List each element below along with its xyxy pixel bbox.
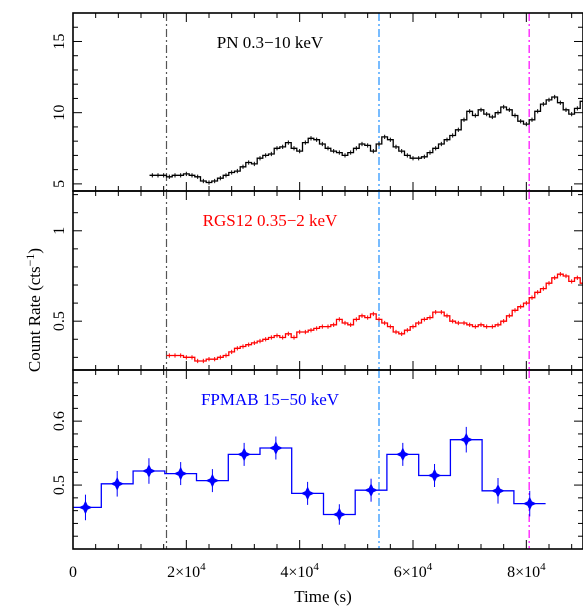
data-point bbox=[427, 468, 442, 483]
panel-label: PN 0.3−10 keV bbox=[217, 33, 324, 52]
data-point bbox=[364, 483, 379, 498]
x-tick-label-base: 0 bbox=[69, 564, 77, 581]
data-point bbox=[491, 483, 505, 498]
y-axis-title: Count Rate (cts−1) bbox=[23, 248, 44, 372]
y-tick-label: 0.5 bbox=[51, 311, 68, 331]
x-tick-label: 6×104 bbox=[394, 561, 433, 581]
y-axis-title-close: ) bbox=[25, 248, 44, 254]
x-tick-label-exp: 4 bbox=[540, 561, 546, 573]
panel-frame bbox=[72, 369, 583, 550]
panel-3: 0.5 0.6 FPMAB 15−50 keV bbox=[51, 369, 583, 550]
data-point bbox=[173, 466, 188, 481]
x-tick-label: 2×104 bbox=[167, 561, 206, 581]
panel-2: 0.5 1 RGS12 0.35−2 keV bbox=[51, 190, 583, 371]
x-axis: 0 2×104 4×104 6×104 8×104 bbox=[69, 561, 546, 581]
x-tick-label-base: 2×10 bbox=[167, 564, 200, 581]
x-tick-label: 8×104 bbox=[507, 561, 546, 581]
y-tick-label: 15 bbox=[51, 33, 68, 49]
y-tick-label: 0.5 bbox=[51, 475, 68, 495]
y-axis-title-main: Count Rate (cts bbox=[25, 266, 44, 372]
data-point bbox=[300, 486, 315, 501]
data-point bbox=[395, 447, 410, 462]
x-axis-title: Time (s) bbox=[294, 587, 351, 606]
series-3 bbox=[73, 426, 546, 525]
x-tick-label-base: 4×10 bbox=[280, 564, 313, 581]
panel-label: FPMAB 15−50 keV bbox=[201, 390, 340, 409]
panel-frame bbox=[72, 12, 583, 192]
y-tick-label: 10 bbox=[51, 105, 68, 121]
x-tick-label-exp: 4 bbox=[427, 561, 433, 573]
data-point bbox=[522, 496, 537, 511]
x-tick-label-base: 8×10 bbox=[507, 564, 540, 581]
data-point bbox=[205, 473, 220, 488]
data-point bbox=[332, 507, 347, 522]
series-2 bbox=[166, 272, 583, 364]
y-tick-label: 5 bbox=[51, 180, 68, 188]
data-point bbox=[459, 432, 474, 447]
series-step-line bbox=[149, 96, 583, 184]
data-point bbox=[78, 500, 93, 515]
y-tick-label: 0.6 bbox=[51, 411, 68, 431]
panel-label: RGS12 0.35−2 keV bbox=[203, 211, 338, 230]
data-point bbox=[141, 464, 156, 479]
data-point bbox=[268, 440, 283, 455]
data-point bbox=[237, 447, 252, 462]
x-tick-label-exp: 4 bbox=[200, 561, 206, 573]
series-step-line bbox=[166, 273, 583, 362]
series-1 bbox=[149, 94, 583, 185]
x-tick-label: 0 bbox=[69, 564, 77, 581]
y-axis-title-sup: −1 bbox=[23, 254, 37, 267]
x-tick-label-exp: 4 bbox=[313, 561, 319, 573]
x-tick-label-base: 6×10 bbox=[394, 564, 427, 581]
data-point bbox=[110, 476, 125, 491]
y-tick-label: 1 bbox=[51, 227, 68, 235]
panel-1: 5 10 15 PN 0.3−10 keV bbox=[51, 12, 583, 192]
x-tick-label: 4×104 bbox=[280, 561, 319, 581]
